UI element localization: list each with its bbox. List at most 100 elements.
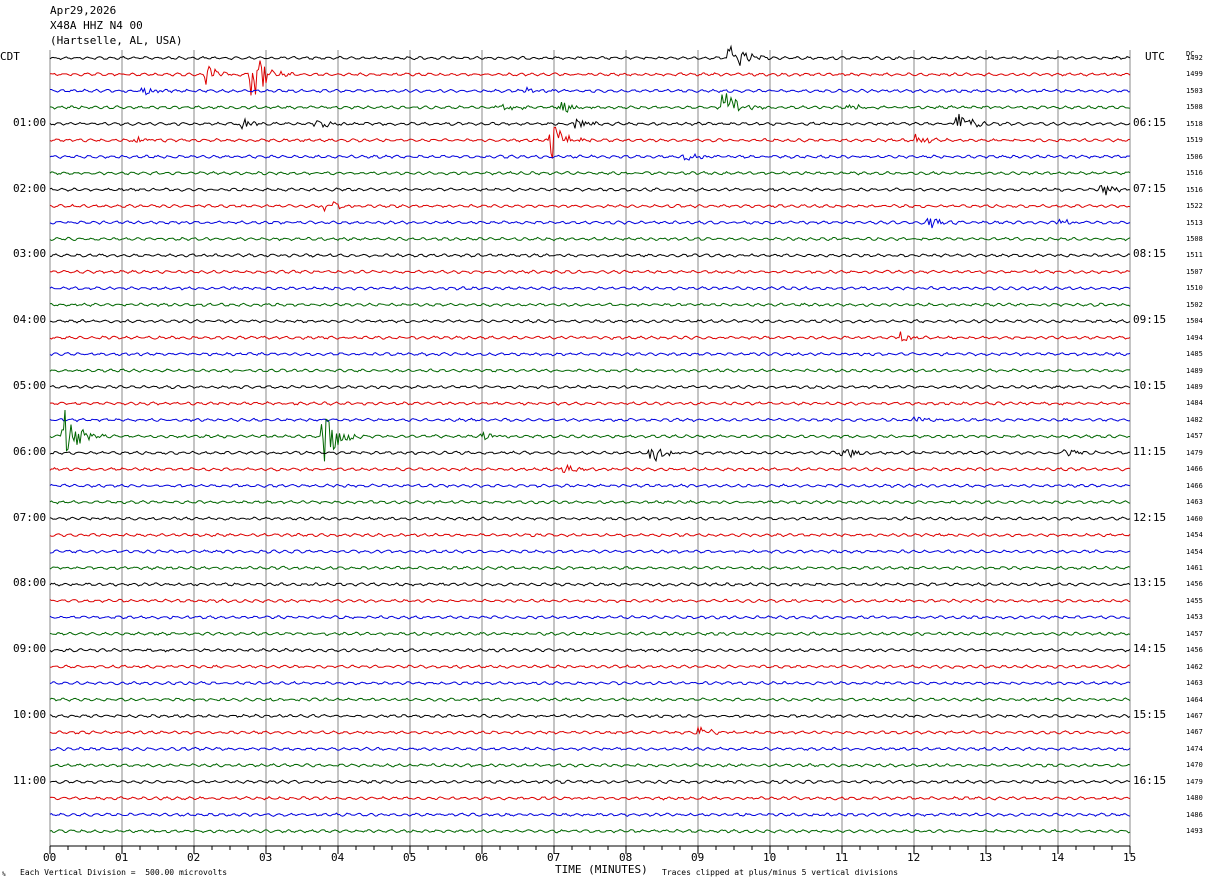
dc-offset-label: 1464 <box>1186 695 1203 704</box>
trace-line-20 <box>49 384 1131 390</box>
dc-offset-label: 1470 <box>1186 761 1203 770</box>
trace-line-27 <box>49 499 1131 505</box>
trace-line-32 <box>49 582 1131 587</box>
dc-offset-label: 1484 <box>1186 399 1203 408</box>
dc-offset-label: 1456 <box>1186 580 1203 589</box>
dc-offset-label: 1510 <box>1186 284 1203 293</box>
left-time-label: 03:00 <box>13 247 47 261</box>
dc-offset-label: 1507 <box>1186 267 1203 276</box>
dc-offset-label: 1485 <box>1186 350 1203 359</box>
x-tick-label: 11 <box>835 851 849 864</box>
trace-line-13 <box>49 269 1131 275</box>
trace-line-6 <box>49 152 1131 161</box>
trace-line-44 <box>49 779 1131 785</box>
dc-offset-label: 1466 <box>1186 465 1203 474</box>
dc-header: DC <box>1186 50 1195 58</box>
right-time-label: 12:15 <box>1133 510 1167 524</box>
dc-offset-label: 1455 <box>1186 596 1203 605</box>
dc-offset-label: 1493 <box>1186 827 1203 836</box>
dc-offset-label: 1463 <box>1186 498 1203 507</box>
right-time-label: 15:15 <box>1133 708 1167 721</box>
x-axis <box>49 845 1131 854</box>
dc-offset-label: 1508 <box>1186 103 1203 112</box>
x-axis-label: TIME (MINUTES) <box>555 863 648 876</box>
dc-offset-label: 1502 <box>1186 300 1203 309</box>
right-time-label: 10:15 <box>1133 379 1167 392</box>
x-tick-label: 09 <box>691 851 705 864</box>
x-tick-label: 03 <box>259 851 273 864</box>
trace-line-26 <box>49 483 1131 488</box>
trace-line-5 <box>49 126 1131 159</box>
trace-line-12 <box>50 253 1131 258</box>
trace-line-23 <box>49 409 1131 462</box>
left-time-label: 10:00 <box>13 708 47 721</box>
right-time-label: 08:15 <box>1133 247 1167 261</box>
left-time-label: 05:00 <box>13 379 47 392</box>
vertical-division-note: Each Vertical Division = 500.00 microvol… <box>20 868 228 877</box>
dc-offset-label: 1456 <box>1186 646 1203 655</box>
trace-line-28 <box>49 516 1131 521</box>
x-tick-label: 08 <box>619 851 633 864</box>
trace-line-3 <box>49 93 1131 113</box>
dc-offset-label: 1503 <box>1186 86 1203 95</box>
dc-offset-label: 1454 <box>1186 531 1203 540</box>
left-time-label: 09:00 <box>13 642 47 656</box>
x-tick-label: 00 <box>43 851 57 864</box>
trace-line-4 <box>49 113 1131 131</box>
dc-offset-label: 1486 <box>1186 810 1203 819</box>
utc-axis-title: UTC <box>1145 50 1165 63</box>
right-time-label: 14:15 <box>1133 642 1167 656</box>
dc-offset-label: 1482 <box>1186 415 1203 424</box>
trace-line-0 <box>49 44 1131 66</box>
dc-offset-label: 1508 <box>1186 234 1203 243</box>
dc-offset-label: 1479 <box>1186 777 1203 786</box>
trace-line-16 <box>49 318 1131 324</box>
x-tick-label: 06 <box>475 851 489 864</box>
dc-offset-label: 1516 <box>1186 169 1203 178</box>
dc-offset-label: 1489 <box>1186 383 1203 391</box>
trace-line-9 <box>49 201 1131 213</box>
dc-offset-label: 1519 <box>1186 136 1203 145</box>
right-time-label: 13:15 <box>1133 576 1167 590</box>
trace-line-31 <box>49 565 1131 571</box>
dc-offset-label: 1462 <box>1186 662 1203 671</box>
left-time-label: 11:00 <box>13 773 47 787</box>
trace-group <box>49 44 1131 834</box>
dc-offset-label: 1492 <box>1186 54 1203 62</box>
dc-offset-label: 1506 <box>1186 152 1203 161</box>
trace-line-37 <box>49 664 1130 669</box>
trace-line-19 <box>49 368 1130 373</box>
dc-offset-label: 1463 <box>1186 679 1203 688</box>
trace-line-29 <box>49 532 1131 538</box>
dc-offset-label: 1504 <box>1186 317 1203 326</box>
trace-line-41 <box>49 725 1131 735</box>
dc-offset-label: 1461 <box>1186 563 1203 572</box>
trace-line-34 <box>49 615 1131 620</box>
x-tick-label: 12 <box>907 851 921 864</box>
trace-line-38 <box>49 680 1131 686</box>
dc-offset-label: 1480 <box>1186 794 1203 803</box>
dc-offset-label: 1457 <box>1186 629 1203 638</box>
dc-offset-label: 1466 <box>1186 481 1203 490</box>
trace-line-36 <box>49 647 1131 653</box>
dc-offset-label: 1479 <box>1186 448 1203 457</box>
trace-line-47 <box>49 828 1131 834</box>
trace-line-24 <box>49 448 1131 463</box>
trace-line-1 <box>50 60 1131 96</box>
trace-line-35 <box>49 631 1131 636</box>
dc-offset-label: 1460 <box>1186 514 1203 523</box>
left-time-label: 04:00 <box>13 313 47 327</box>
trace-line-7 <box>49 170 1131 176</box>
trace-line-33 <box>49 598 1131 604</box>
left-time-label: 02:00 <box>13 181 47 195</box>
trace-line-14 <box>49 286 1131 291</box>
x-tick-label: 07 <box>547 851 561 864</box>
dc-offset-label: 1454 <box>1186 547 1203 556</box>
trace-line-42 <box>49 746 1131 752</box>
x-tick-label: 15 <box>1123 851 1137 864</box>
left-time-label: 06:00 <box>13 444 47 458</box>
trace-line-25 <box>49 463 1131 473</box>
right-time-label: 11:15 <box>1133 444 1167 458</box>
x-tick-label: 02 <box>187 851 201 864</box>
